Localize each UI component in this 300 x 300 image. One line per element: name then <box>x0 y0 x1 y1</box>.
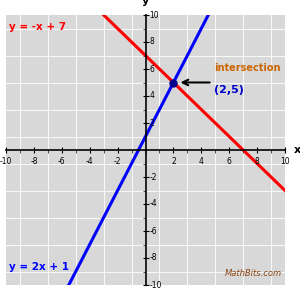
Text: MathBits.com: MathBits.com <box>225 269 282 278</box>
Text: (2,5): (2,5) <box>214 85 244 95</box>
Text: y: y <box>142 0 149 5</box>
Text: 8: 8 <box>150 38 154 46</box>
Text: -2: -2 <box>114 157 121 166</box>
Text: -10: -10 <box>150 280 162 290</box>
Text: intersection: intersection <box>214 63 280 73</box>
Text: -4: -4 <box>150 200 157 208</box>
Text: -10: -10 <box>0 157 12 166</box>
Text: -8: -8 <box>30 157 38 166</box>
Text: 10: 10 <box>280 157 290 166</box>
Text: -4: -4 <box>86 157 94 166</box>
Text: 2: 2 <box>150 118 154 127</box>
Text: -6: -6 <box>58 157 66 166</box>
Text: y = -x + 7: y = -x + 7 <box>9 22 66 32</box>
Text: 4: 4 <box>199 157 204 166</box>
Text: 10: 10 <box>150 11 159 20</box>
Text: x: x <box>293 145 300 155</box>
Text: 6: 6 <box>227 157 232 166</box>
Text: -6: -6 <box>150 226 157 236</box>
Text: 2: 2 <box>171 157 176 166</box>
Text: 4: 4 <box>150 92 154 100</box>
Text: 6: 6 <box>150 64 154 74</box>
Text: y = 2x + 1: y = 2x + 1 <box>9 262 69 272</box>
Text: 8: 8 <box>255 157 260 166</box>
Text: -8: -8 <box>150 254 157 262</box>
Text: -2: -2 <box>150 172 157 182</box>
